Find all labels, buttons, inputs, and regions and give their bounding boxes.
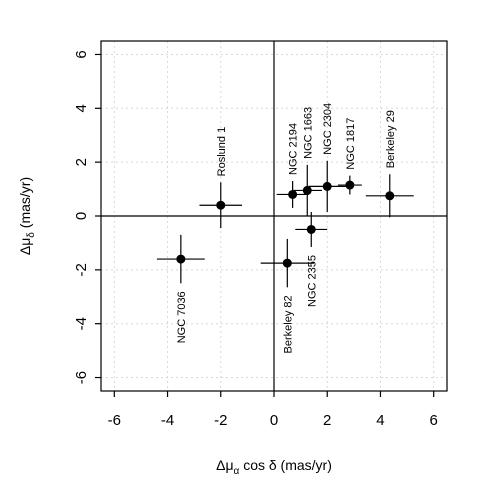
cluster-label: NGC 2304 (322, 103, 334, 155)
cluster-label: NGC 2355 (306, 255, 318, 307)
data-point (282, 258, 292, 268)
cluster-label: NGC 2194 (288, 123, 300, 175)
y-tick-label: 6 (73, 50, 90, 58)
data-point (216, 200, 226, 210)
x-tick-label: 6 (430, 412, 438, 429)
x-tick-label: -4 (161, 412, 174, 429)
axis-ticks: -6 -4 -2 0 2 4 6 -6 -4 -2 0 2 4 6 (73, 50, 438, 429)
y-axis-title: Δμδ (mas/yr) (17, 177, 37, 255)
cluster-label: NGC 1663 (302, 107, 314, 159)
data-point (322, 181, 332, 191)
y-tick-label: -4 (73, 317, 90, 330)
x-tick-label: -6 (108, 412, 121, 429)
y-tick-label: 0 (73, 212, 90, 220)
data-point (345, 180, 355, 190)
y-tick-label: -6 (73, 371, 90, 384)
reference-lines (101, 41, 447, 391)
y-tick-label: -2 (73, 263, 90, 276)
cluster-label: Berkeley 29 (385, 110, 397, 168)
data-point (176, 254, 186, 264)
cluster-labels: Roslund 1 NGC 7036 NGC 2194 NGC 1663 NGC 230… (176, 103, 397, 354)
x-tick-label: 4 (376, 412, 384, 429)
y-tick-label: 2 (73, 158, 90, 166)
x-axis-title: Δμα cos δ (mas/yr) (216, 457, 332, 477)
error-bars (156, 160, 414, 288)
cluster-label: NGC 1817 (345, 118, 357, 170)
x-tick-label: 2 (323, 412, 331, 429)
data-point (306, 224, 316, 234)
cluster-label: Berkeley 82 (282, 295, 294, 353)
y-tick-label: 4 (73, 104, 90, 112)
x-tick-label: 0 (270, 412, 278, 429)
data-point (302, 185, 312, 195)
x-tick-label: -2 (214, 412, 227, 429)
cluster-label: NGC 7036 (176, 291, 188, 343)
data-point (385, 191, 395, 201)
cluster-label: Roslund 1 (216, 127, 228, 177)
data-point (288, 189, 298, 199)
data-points (176, 180, 395, 268)
